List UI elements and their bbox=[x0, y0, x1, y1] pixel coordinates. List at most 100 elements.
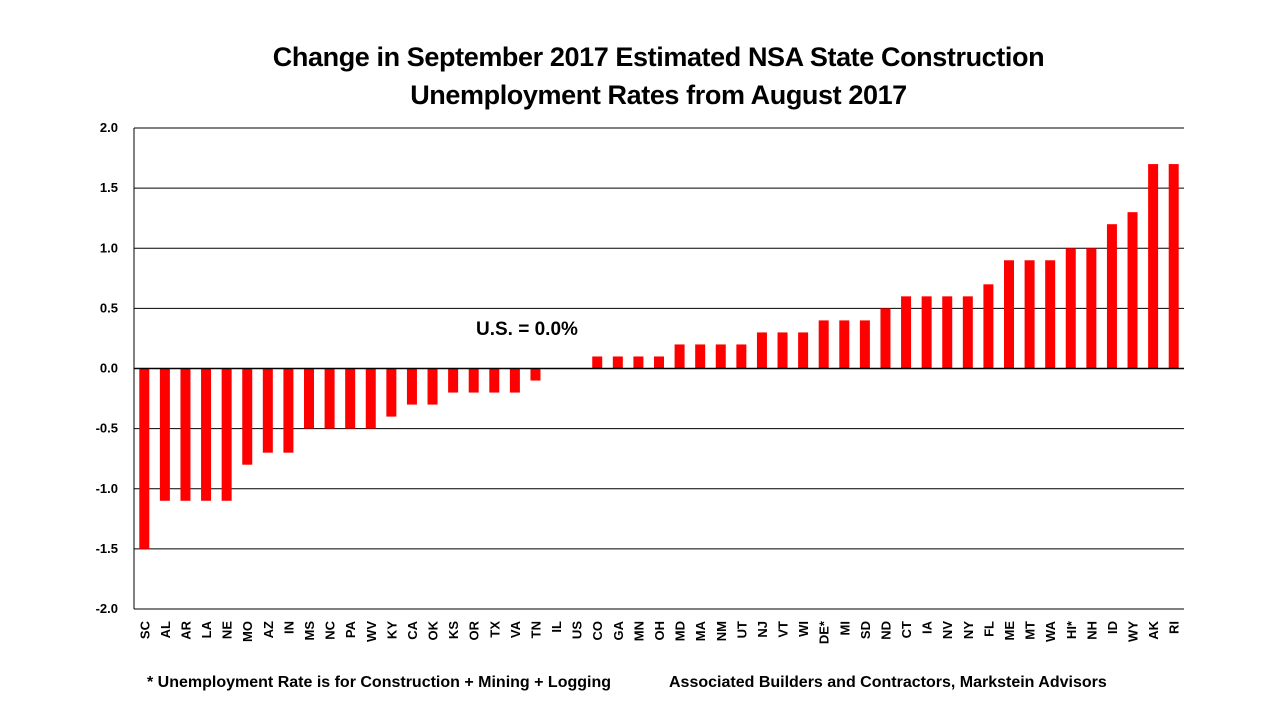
bar-tx bbox=[489, 368, 500, 393]
x-tick-label: KS bbox=[446, 621, 461, 639]
bar-mi bbox=[839, 320, 850, 369]
x-tick-label: ID bbox=[1105, 621, 1120, 634]
bar-wy bbox=[1127, 212, 1138, 369]
x-tick-label: PA bbox=[343, 620, 358, 638]
x-tick-label: WV bbox=[364, 621, 379, 642]
x-tick-label: WI bbox=[796, 621, 811, 637]
bar-or bbox=[468, 368, 479, 393]
bar-nj bbox=[756, 332, 767, 369]
bar-ar bbox=[180, 368, 191, 501]
footnote: * Unemployment Rate is for Construction … bbox=[147, 674, 612, 691]
x-tick-label: UT bbox=[734, 621, 749, 638]
y-tick-label: -1.0 bbox=[96, 481, 118, 496]
bar-ia bbox=[921, 296, 932, 369]
bar-in bbox=[283, 368, 294, 453]
x-tick-label: CA bbox=[405, 620, 420, 639]
bar-mn bbox=[633, 356, 644, 369]
bar-nd bbox=[880, 308, 891, 369]
x-tick-label: SC bbox=[137, 620, 152, 639]
bar-ak bbox=[1148, 164, 1159, 369]
x-tick-label: VT bbox=[776, 621, 791, 638]
bar-tn bbox=[530, 368, 541, 381]
bar-ny bbox=[962, 296, 973, 369]
bar-ct bbox=[901, 296, 912, 369]
x-tick-label: MO bbox=[240, 621, 255, 642]
x-tick-label: MI bbox=[837, 621, 852, 635]
bars bbox=[139, 164, 1179, 549]
bar-ks bbox=[448, 368, 459, 393]
bar-sd bbox=[859, 320, 870, 369]
bar-md bbox=[674, 344, 685, 369]
x-tick-label: NC bbox=[323, 620, 338, 639]
bar-ms bbox=[304, 368, 314, 429]
y-tick-label: 1.5 bbox=[100, 180, 118, 195]
chart-title: Change in September 2017 Estimated NSA S… bbox=[140, 38, 1177, 114]
x-tick-label: WY bbox=[1126, 621, 1141, 642]
y-tick-label: -1.5 bbox=[96, 541, 118, 556]
bar-fl bbox=[983, 284, 994, 369]
x-tick-label: IL bbox=[549, 621, 564, 633]
x-tick-label: AR bbox=[178, 620, 193, 639]
x-tick-label: ND bbox=[878, 621, 893, 640]
bar-va bbox=[509, 368, 520, 393]
x-tick-label: MN bbox=[631, 621, 646, 641]
x-tick-label: MT bbox=[1023, 621, 1038, 640]
y-tick-label: 1.0 bbox=[100, 240, 118, 255]
x-tick-label: MA bbox=[693, 620, 708, 641]
bar-nv bbox=[942, 296, 953, 369]
x-tick-label: TX bbox=[487, 621, 502, 638]
y-tick-label: 2.0 bbox=[100, 120, 118, 135]
bar-nc bbox=[324, 368, 335, 429]
x-tick-label: AZ bbox=[261, 621, 276, 638]
x-tick-label: OH bbox=[652, 621, 667, 641]
bar-sc bbox=[139, 368, 150, 549]
x-tick-label: NY bbox=[961, 621, 976, 639]
x-tick-label: SD bbox=[858, 621, 873, 639]
bar-co bbox=[592, 356, 603, 369]
x-tick-label: MS bbox=[302, 621, 317, 641]
y-tick-label: -0.5 bbox=[96, 421, 118, 436]
x-tick-label: IN bbox=[281, 621, 296, 634]
x-tick-label: RI bbox=[1167, 621, 1182, 634]
source-note: Associated Builders and Contractors, Mar… bbox=[669, 674, 1107, 691]
bar-ma bbox=[695, 344, 706, 369]
bar-id bbox=[1106, 224, 1117, 369]
bar-de bbox=[818, 320, 829, 369]
bar-az bbox=[262, 368, 273, 453]
x-tick-label: DE* bbox=[817, 620, 832, 644]
x-tick-label: MD bbox=[673, 621, 688, 641]
bar-hi bbox=[1065, 248, 1076, 369]
tick-labels: 2.0 1.5 1.0 0.5 0.0 -0.5 -1.0 -1.5 -2.0 SC AL AR LA N… bbox=[96, 120, 1182, 644]
x-tick-label: CO bbox=[590, 621, 605, 641]
bar-mo bbox=[242, 368, 253, 465]
bar-ok bbox=[427, 368, 438, 405]
x-tick-label: LA bbox=[199, 620, 214, 638]
x-tick-label: TN bbox=[528, 621, 543, 638]
bar-wv bbox=[365, 368, 376, 429]
bar-ri bbox=[1168, 164, 1179, 369]
bar-al bbox=[159, 368, 170, 501]
x-tick-label: VA bbox=[508, 620, 523, 638]
bar-vt bbox=[777, 332, 788, 369]
x-tick-label: AL bbox=[158, 621, 173, 638]
bar-nh bbox=[1086, 248, 1097, 369]
x-tick-label: ME bbox=[1002, 621, 1017, 641]
x-tick-label: OR bbox=[467, 620, 482, 640]
bar-ky bbox=[386, 368, 397, 417]
x-tick-label: NV bbox=[940, 621, 955, 639]
x-tick-label: KY bbox=[384, 621, 399, 639]
bar-wi bbox=[798, 332, 809, 369]
x-tick-label: IA bbox=[920, 620, 935, 634]
chart-title-line-2: Unemployment Rates from August 2017 bbox=[410, 80, 907, 110]
x-tick-label: NM bbox=[714, 621, 729, 641]
bar-wa bbox=[1045, 260, 1056, 369]
x-tick-label: AK bbox=[1146, 620, 1161, 639]
x-tick-label: WA bbox=[1043, 620, 1058, 642]
bar-mt bbox=[1024, 260, 1035, 369]
x-tick-label: NJ bbox=[755, 621, 770, 638]
x-tick-label: OK bbox=[426, 620, 441, 640]
bar-la bbox=[201, 368, 212, 501]
y-tick-label: -2.0 bbox=[96, 601, 118, 616]
us-annotation: U.S. = 0.0% bbox=[476, 319, 578, 340]
